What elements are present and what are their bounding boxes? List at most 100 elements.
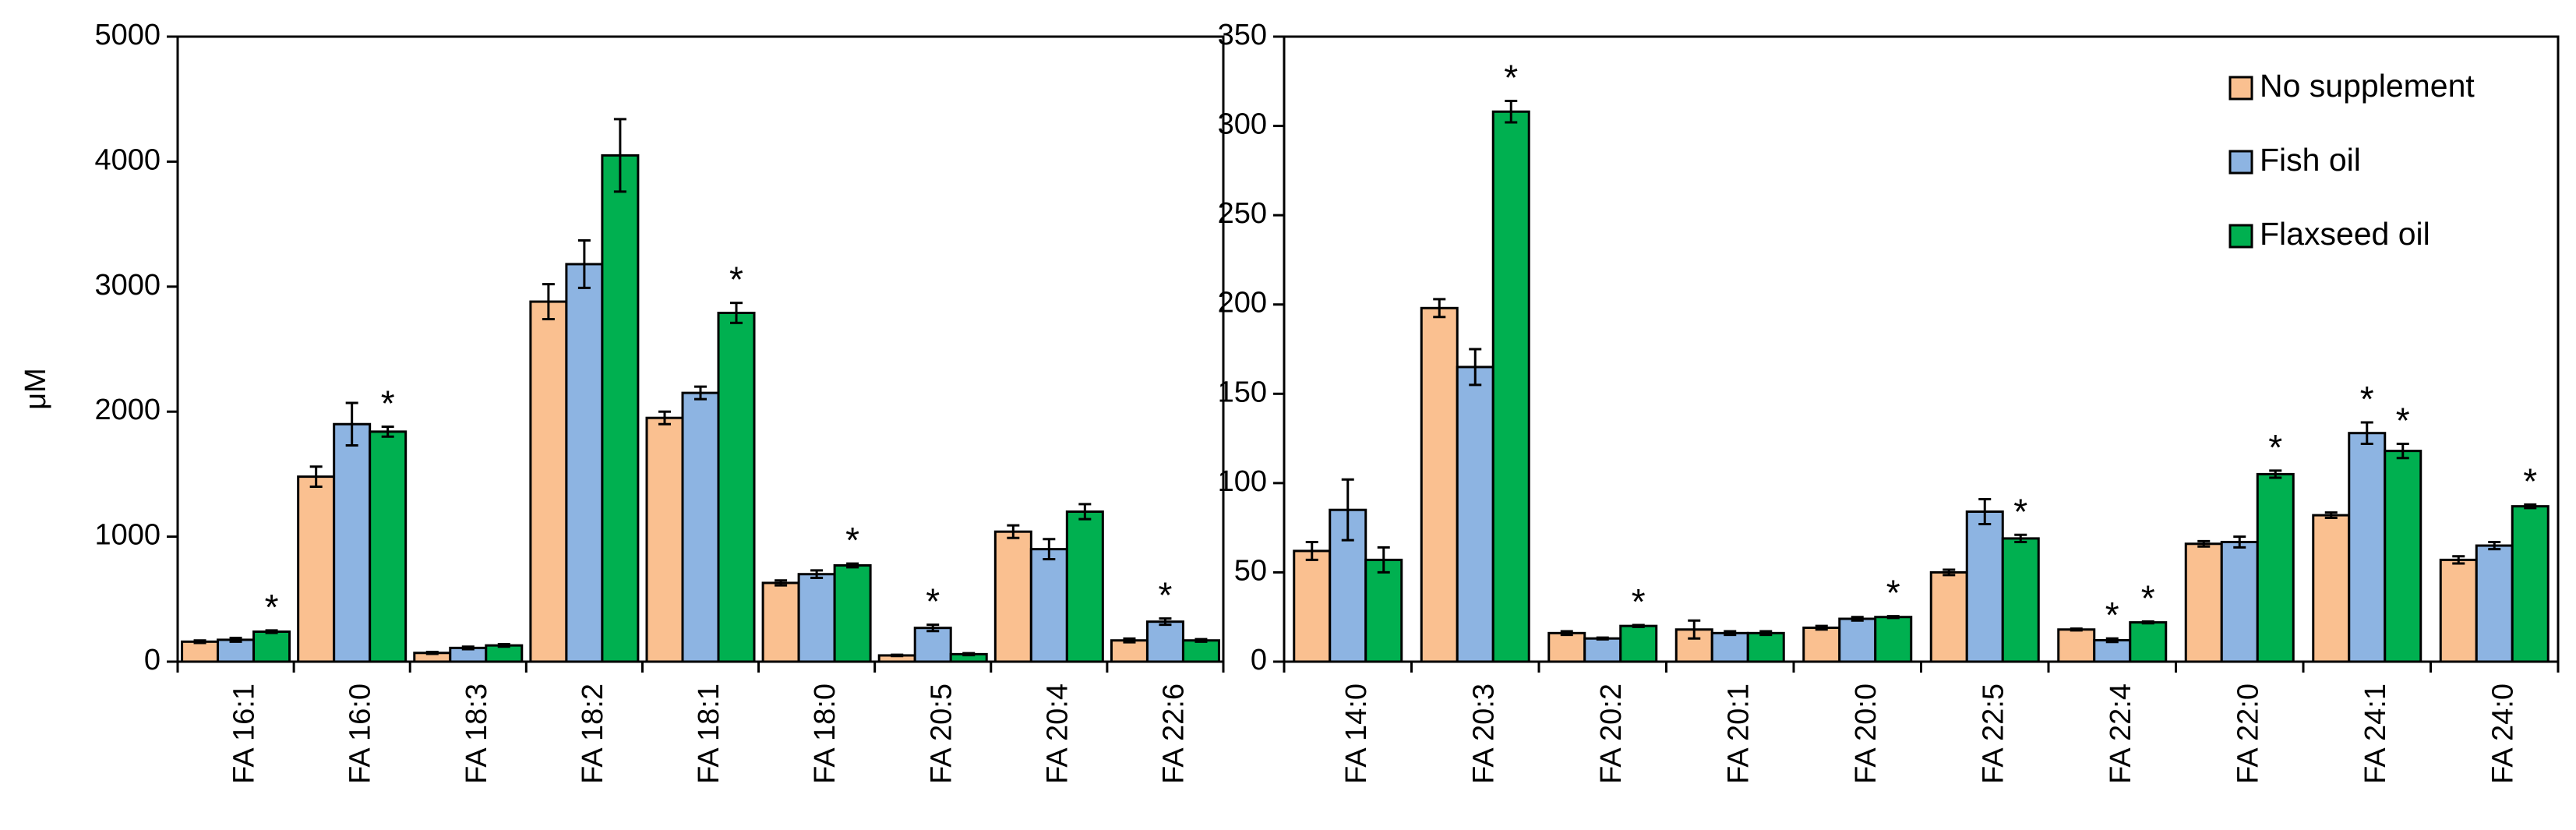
significance-asterisk: * [2396, 400, 2410, 440]
bar [833, 563, 872, 663]
legend-swatch [2228, 150, 2253, 175]
bar [717, 311, 756, 663]
bar [1293, 549, 1332, 663]
significance-asterisk: * [2360, 379, 2374, 419]
x-category-label: FA 18:1 [693, 683, 725, 784]
bar [1929, 570, 1968, 663]
y-tick-label: 300 [1218, 108, 1267, 141]
bar [2220, 540, 2259, 663]
y-tick-label: 100 [1218, 465, 1267, 498]
y-tick-label: 5000 [94, 19, 161, 51]
bar [2439, 558, 2478, 663]
significance-asterisk: * [265, 587, 279, 627]
bar [1583, 637, 1622, 663]
bar [1491, 110, 1530, 663]
legend-swatch [2228, 224, 2253, 249]
x-category-label: FA 22:0 [2232, 683, 2264, 784]
y-tick-label: 4000 [94, 143, 161, 176]
x-category-label: FA 20:1 [1722, 683, 1755, 784]
y-tick-label: 200 [1218, 287, 1267, 320]
bar [1145, 620, 1184, 663]
bar [645, 416, 684, 663]
bar [1802, 626, 1841, 663]
x-category-label: FA 14:0 [1340, 683, 1373, 784]
x-category-label: FA 18:0 [809, 683, 842, 784]
bar [601, 154, 640, 663]
x-category-label: FA 20:0 [1850, 683, 1883, 784]
bar [485, 644, 524, 663]
bar [1456, 366, 1494, 663]
significance-asterisk: * [2105, 595, 2119, 635]
bar [1874, 616, 1913, 663]
x-category-label: FA 24:0 [2486, 683, 2519, 784]
x-category-label: FA 22:4 [2105, 683, 2137, 784]
bar [1547, 631, 1586, 663]
bar [369, 430, 408, 663]
y-tick-label: 3000 [94, 269, 161, 302]
bar [1838, 617, 1877, 663]
bar [797, 573, 836, 663]
significance-asterisk: * [2268, 427, 2282, 468]
y-tick-label: 50 [1234, 554, 1267, 587]
x-category-label: FA 20:4 [1041, 683, 1074, 784]
bar [761, 581, 800, 663]
x-category-label: FA 24:1 [2359, 683, 2392, 784]
bar [1065, 510, 1104, 663]
bar [181, 640, 220, 663]
bar [565, 263, 604, 663]
bar [2511, 505, 2550, 663]
legend-swatch [2228, 76, 2253, 101]
significance-asterisk: * [926, 581, 940, 622]
bar [2475, 544, 2514, 663]
significance-asterisk: * [1504, 57, 1518, 97]
x-category-label: FA 18:2 [577, 683, 609, 784]
x-category-label: FA 20:5 [925, 683, 958, 784]
bar [993, 530, 1032, 663]
y-tick-label: 150 [1218, 376, 1267, 408]
bar [1181, 639, 1220, 663]
significance-asterisk: * [2013, 491, 2027, 532]
bar [2348, 432, 2387, 663]
y-tick-label: 1000 [94, 519, 161, 552]
legend-label: Fish oil [2260, 142, 2361, 178]
significance-asterisk: * [845, 520, 859, 560]
bar [913, 627, 952, 663]
bar [2001, 537, 2040, 663]
significance-asterisk: * [729, 260, 743, 300]
x-category-label: FA 20:2 [1595, 683, 1628, 784]
bar [217, 638, 256, 663]
right-chart-panel: 0 50 100 150 200 250 300 350 FA 14:0 FA 20:3 FA 20… [1218, 19, 2560, 784]
bar [2093, 639, 2132, 663]
significance-asterisk: * [1158, 575, 1172, 616]
significance-asterisk: * [1886, 573, 1900, 613]
y-axis-label: μM [19, 368, 52, 410]
y-tick-label: 0 [144, 644, 161, 676]
legend-label: No supplement [2260, 68, 2475, 104]
significance-asterisk: * [1632, 581, 1646, 622]
bar [1364, 558, 1403, 663]
bar [252, 630, 291, 663]
significance-asterisk: * [2523, 461, 2537, 501]
left-chart-panel: 0 1000 2000 3000 4000 5000 FA 16:1 FA 16:0 FA 18… [94, 19, 1225, 784]
significance-asterisk: * [381, 383, 395, 423]
y-tick-label: 2000 [94, 394, 161, 426]
x-category-label: FA 16:0 [344, 683, 377, 784]
bar [2129, 621, 2168, 663]
legend: No supplement Fish oil Flaxseed oil [2228, 68, 2475, 252]
legend-label: Flaxseed oil [2260, 216, 2430, 252]
bar [529, 300, 568, 663]
bar [1619, 624, 1658, 663]
y-tick-label: 0 [1251, 644, 1267, 676]
bar [1029, 548, 1068, 663]
bar [2057, 628, 2096, 663]
bar [297, 475, 336, 663]
x-category-label: FA 16:1 [228, 683, 261, 784]
y-tick-label: 250 [1218, 197, 1267, 230]
bar [2384, 450, 2422, 663]
bar [1746, 631, 1785, 663]
bar [2184, 542, 2223, 663]
x-category-label: FA 22:5 [1977, 683, 2010, 784]
bar [1420, 306, 1459, 663]
bar [681, 391, 720, 663]
